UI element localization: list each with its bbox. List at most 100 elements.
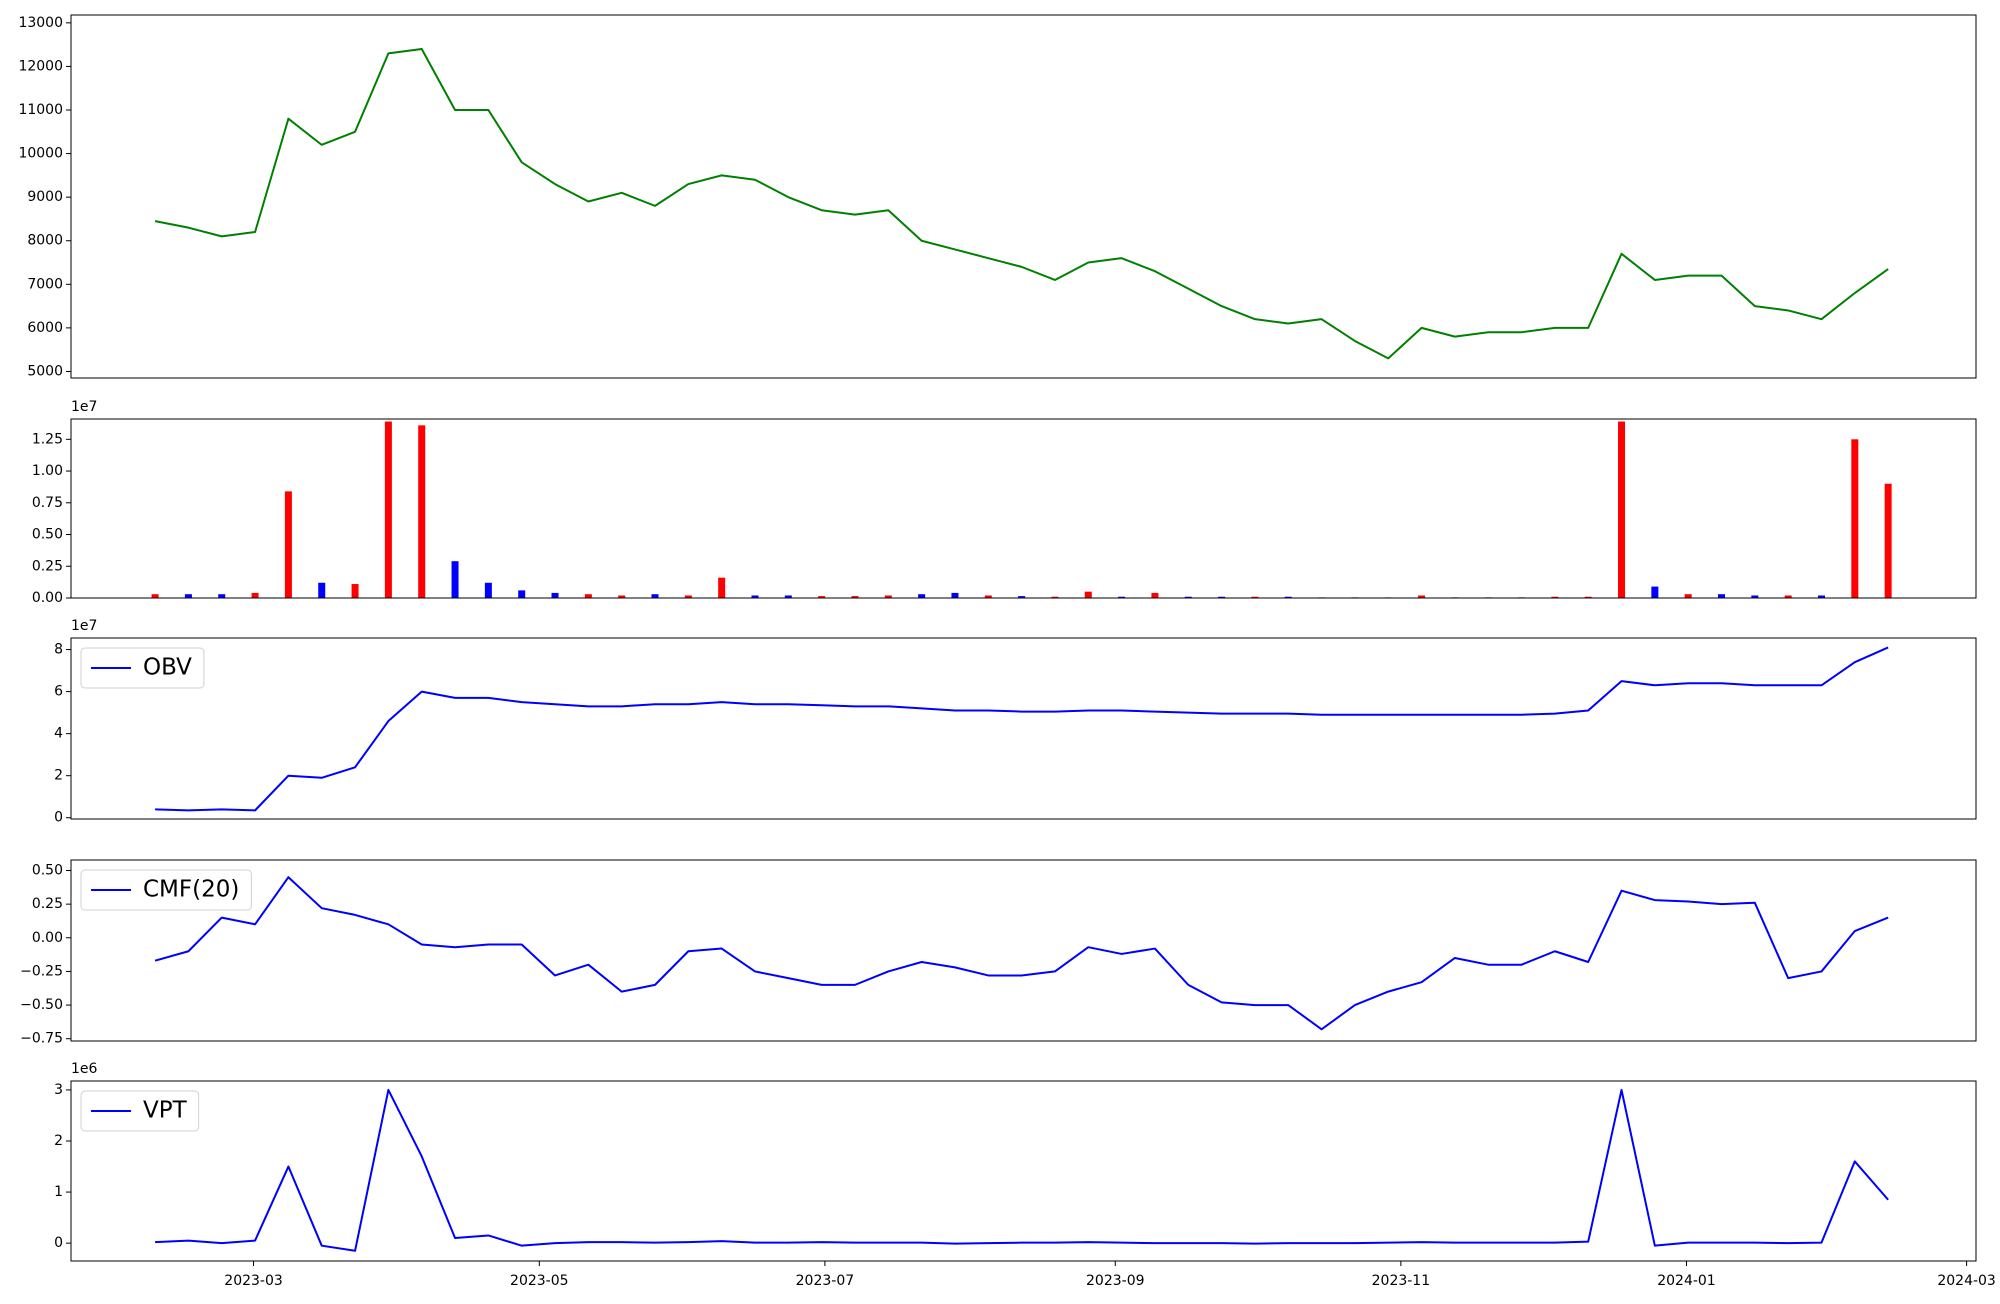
bar	[1784, 595, 1792, 598]
bar	[1418, 595, 1426, 598]
bar	[784, 595, 792, 598]
y-tick-label: −0.50	[20, 997, 63, 1013]
plot-area	[154, 47, 1889, 360]
y-tick-label: 0.00	[32, 930, 63, 946]
bar	[1018, 596, 1026, 598]
bar	[1151, 592, 1159, 598]
bar	[918, 594, 926, 598]
bar	[1218, 596, 1226, 598]
data-line	[154, 47, 1889, 360]
x-tick-label: 2023-03	[224, 1273, 283, 1289]
y-tick-label: 6000	[27, 320, 63, 336]
bar	[1084, 591, 1092, 598]
axis-offset-label: 1e7	[71, 618, 97, 634]
y-tick-label: 0	[54, 810, 63, 826]
bar	[1684, 594, 1692, 598]
bar	[1884, 483, 1892, 598]
y-tick-label: 2	[54, 1133, 63, 1149]
y-tick-label: −0.75	[20, 1031, 63, 1047]
y-tick-label: 0.00	[32, 590, 63, 606]
legend-box	[80, 869, 252, 911]
y-tick-label: 12000	[18, 58, 63, 74]
x-tick-label: 2024-03	[1937, 1273, 1996, 1289]
data-line	[155, 646, 1889, 812]
plot-area	[151, 421, 1892, 598]
y-tick-label: 8	[54, 642, 63, 658]
y-tick-label: 1.00	[32, 463, 63, 479]
y-tick-label: 5000	[27, 363, 63, 379]
legend-label: CMF(20)	[143, 877, 239, 903]
plot-area	[155, 646, 1889, 812]
y-tick-label: 9000	[27, 189, 63, 205]
bar	[184, 594, 192, 598]
plot-area	[154, 876, 1889, 1031]
bar	[1251, 596, 1259, 598]
data-line	[155, 1088, 1889, 1252]
bar	[251, 592, 259, 598]
y-tick-label: 11000	[18, 102, 63, 118]
y-tick-label: 2	[54, 768, 63, 784]
x-tick-label: 2023-11	[1372, 1273, 1431, 1289]
bar	[484, 582, 492, 598]
bar	[1718, 594, 1726, 598]
bar	[1184, 596, 1192, 598]
axis-offset-label: 1e6	[71, 1061, 98, 1077]
x-tick-label: 2024-01	[1657, 1273, 1716, 1289]
legend: VPT	[80, 1090, 200, 1132]
bar	[851, 596, 859, 598]
bar	[651, 594, 659, 598]
bar	[618, 595, 626, 598]
x-tick-label: 2023-07	[796, 1273, 855, 1289]
legend-label: VPT	[143, 1098, 188, 1124]
panel-frame	[70, 1080, 1977, 1262]
data-line	[154, 876, 1889, 1031]
bar	[951, 592, 959, 598]
x-tick-label: 2023-05	[510, 1273, 569, 1289]
y-tick-label: 8000	[27, 233, 63, 249]
bar	[1051, 596, 1059, 598]
y-tick-label: 1.25	[32, 431, 63, 447]
bar	[1584, 596, 1592, 598]
panel-frame	[70, 14, 1977, 379]
bar	[318, 582, 326, 598]
bar	[584, 594, 592, 598]
y-tick-label: 0.75	[32, 495, 63, 511]
y-tick-label: 6	[54, 684, 63, 700]
bar	[984, 595, 992, 598]
y-tick-label: 10000	[18, 146, 63, 162]
bar	[551, 592, 559, 598]
bar	[1817, 595, 1825, 598]
bar	[1118, 596, 1126, 598]
y-tick-label: 0.50	[32, 527, 63, 543]
bar	[1751, 595, 1759, 598]
bar	[818, 596, 826, 598]
bar	[1551, 596, 1559, 598]
legend: OBV	[80, 647, 205, 689]
bar	[1651, 586, 1659, 598]
bar	[884, 595, 892, 598]
bar	[218, 594, 226, 598]
panel-frame	[70, 859, 1977, 1042]
bar	[151, 594, 159, 598]
y-tick-label: 0.25	[32, 896, 63, 912]
bar	[284, 491, 292, 598]
bar	[518, 590, 526, 598]
y-tick-label: 4	[54, 726, 63, 742]
legend-box	[80, 1090, 200, 1132]
plot-area	[155, 1088, 1889, 1252]
bar	[684, 595, 692, 598]
y-tick-label: 1	[54, 1184, 63, 1200]
y-tick-label: 13000	[18, 15, 63, 31]
bar	[1284, 596, 1292, 598]
bar	[751, 595, 759, 598]
panel-frame	[70, 418, 1977, 599]
legend-box	[80, 647, 205, 689]
bar	[1851, 439, 1859, 598]
bar	[384, 421, 392, 598]
y-tick-label: 7000	[27, 276, 63, 292]
y-tick-label: 3	[54, 1082, 63, 1098]
y-tick-label: −0.25	[20, 963, 63, 979]
axis-offset-label: 1e7	[71, 399, 97, 415]
